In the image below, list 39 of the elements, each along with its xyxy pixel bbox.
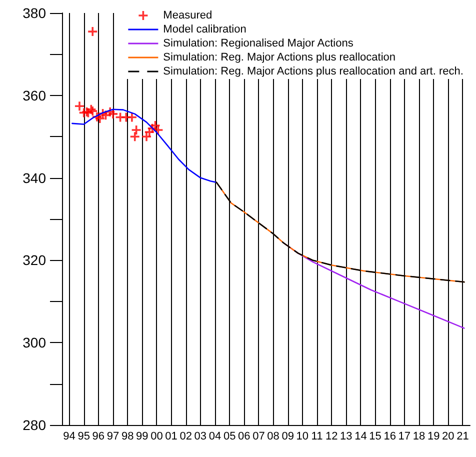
x-tick-label: 15 [369,430,382,442]
x-tick-label: 09 [282,430,294,442]
legend-label: Model calibration [163,24,246,36]
legend-label: Simulation: Reg. Major Actions plus reallocation [163,52,396,64]
x-tick-label: 05 [223,430,236,442]
x-tick-label: 19 [427,430,440,442]
x-tick-label: 96 [92,430,105,442]
x-tick-label: 00 [150,430,163,442]
x-tick-label: 03 [194,430,207,442]
x-tick-label: 12 [325,430,338,442]
x-tick-label: 97 [106,430,120,442]
legend-label: Simulation: Regionalised Major Actions [163,38,354,50]
x-tick-label: 08 [267,430,280,442]
x-tick-label: 10 [296,430,309,442]
x-tick-label: 07 [252,430,265,442]
x-tick-label: 16 [384,430,396,442]
y-tick-label: 320 [22,252,46,268]
x-tick-label: 18 [412,430,426,442]
x-tick-label: 11 [311,430,323,442]
y-tick-label: 280 [22,417,46,433]
y-tick-label: 360 [22,87,46,104]
x-tick-label: 21 [456,430,469,442]
y-tick-label: 300 [22,334,46,351]
x-tick-label: 02 [180,430,192,442]
x-tick-label: 06 [238,430,250,442]
x-tick-label: 94 [63,430,76,442]
legend-label: Measured [163,10,212,22]
x-tick-label: 98 [121,430,134,442]
x-tick-label: 04 [208,430,222,442]
y-tick-label: 380 [22,5,46,21]
x-tick-label: 13 [340,430,352,442]
x-tick-label: 20 [442,430,454,442]
legend-label: Simulation: Reg. Major Actions plus reallocation and art. rech. [163,66,464,78]
y-tick-label: 340 [22,170,46,186]
x-tick-label: 95 [78,430,90,442]
x-tick-label: 99 [136,430,148,442]
x-tick-label: 01 [165,430,178,442]
x-tick-label: 17 [398,430,411,442]
x-tick-label: 14 [354,430,367,442]
